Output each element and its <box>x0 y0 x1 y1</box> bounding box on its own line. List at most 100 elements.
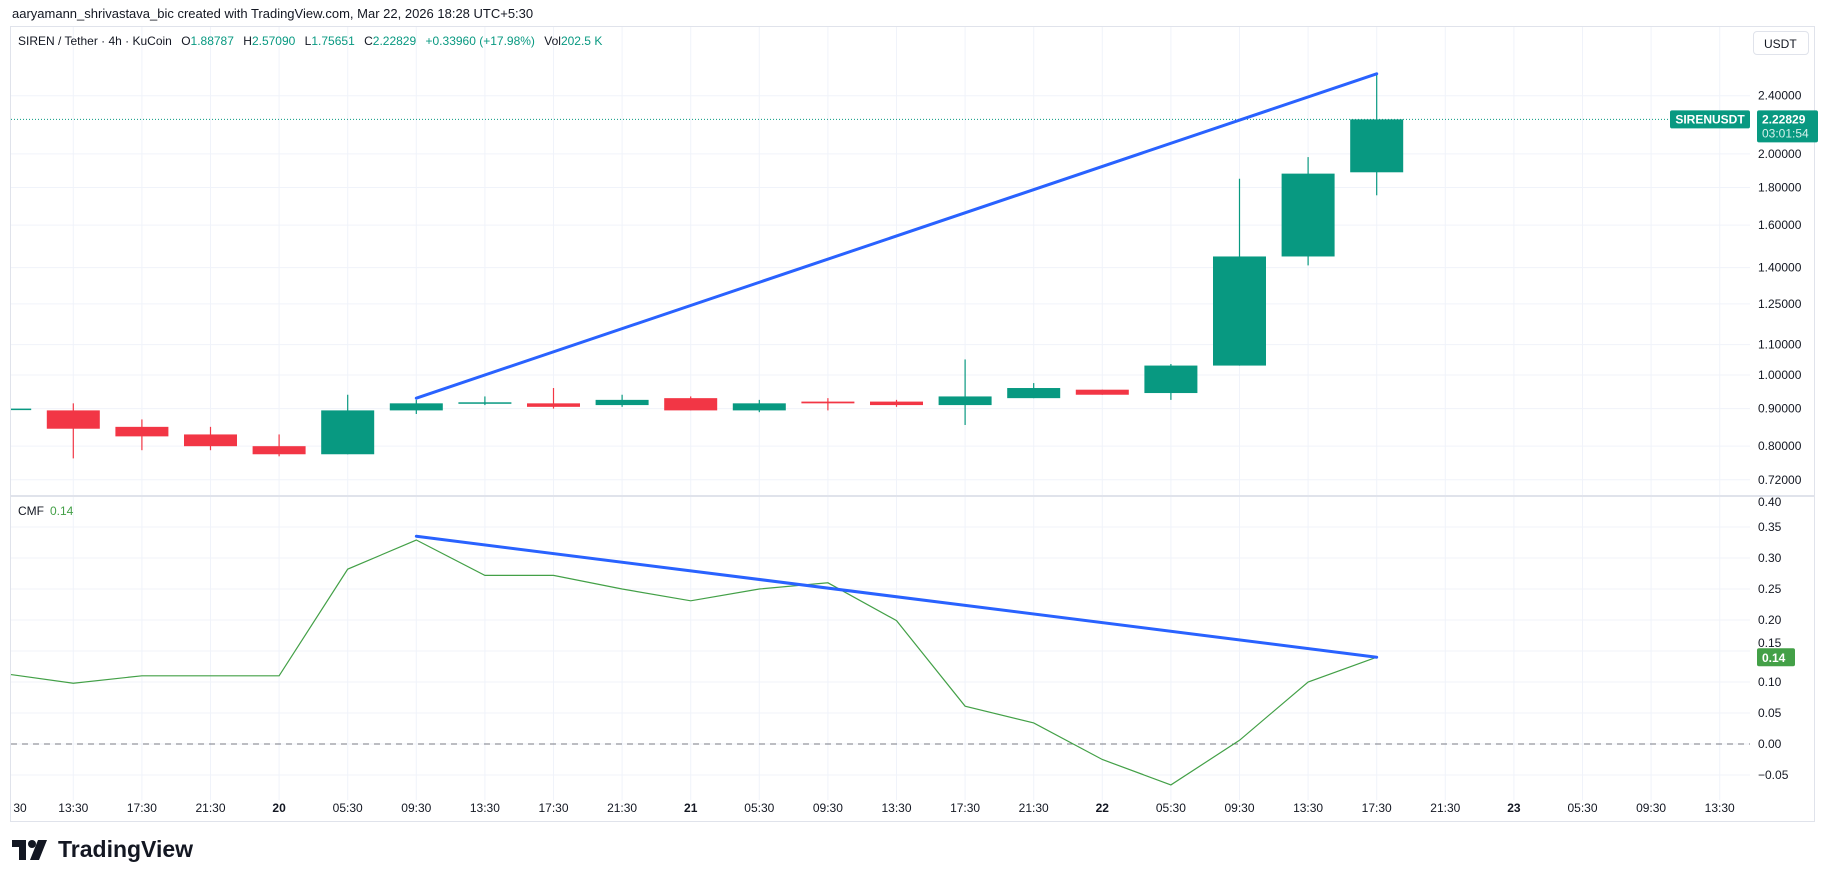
cmf-label: CMF <box>18 504 44 518</box>
price-axis-label: 1.60000 <box>1758 218 1802 232</box>
time-label: 09:30 <box>1636 801 1666 815</box>
candle <box>1007 383 1061 399</box>
symbol-tag-bg <box>1670 110 1750 129</box>
price-tag-value: 2.22829 <box>1762 112 1806 126</box>
time-label: 21:30 <box>1019 801 1049 815</box>
time-label: 05:30 <box>744 801 774 815</box>
cmf-tag-bg <box>1757 648 1795 667</box>
candle-body <box>1007 388 1061 399</box>
cmf-trendline <box>414 534 1379 659</box>
cmf-axis-label: 0.35 <box>1758 520 1782 534</box>
candle <box>1281 157 1335 266</box>
chart-frame <box>10 26 1815 822</box>
cmf-line <box>10 539 1377 786</box>
time-label: 13:30 <box>58 801 88 815</box>
candle <box>870 399 923 407</box>
candle-body <box>1144 365 1198 394</box>
candle-body <box>11 408 32 411</box>
time-label: 09:30 <box>813 801 843 815</box>
time-label: 17:30 <box>538 801 568 815</box>
logo-text: TradingView <box>58 836 194 862</box>
time-label: 13:30 <box>881 801 911 815</box>
time-label: 13:30 <box>1705 801 1735 815</box>
candle-body <box>527 403 580 407</box>
high-value: 2.57090 <box>251 34 296 48</box>
price-axis-label: 2.40000 <box>1758 89 1802 103</box>
candle <box>1350 73 1404 196</box>
candle <box>46 403 100 459</box>
time-label: 21:30 <box>1430 801 1460 815</box>
candle-body <box>458 402 512 404</box>
cmf-axis-label: 0.10 <box>1758 675 1782 689</box>
candle <box>184 426 237 451</box>
candle-body <box>1281 173 1335 257</box>
candle-body <box>664 398 718 411</box>
time-label: 13:30 <box>1293 801 1323 815</box>
candle-body <box>1350 119 1404 173</box>
symbol-legend: SIREN / Tether · 4h · KuCoin O1.88787 H2… <box>18 34 603 48</box>
candle <box>1075 389 1129 395</box>
time-label: 30 <box>13 801 27 815</box>
candle <box>664 396 718 411</box>
cmf-axis-label: 0.30 <box>1758 551 1782 565</box>
price-tag-bg <box>1757 110 1818 143</box>
symbol-title: SIREN / Tether · 4h · KuCoin <box>18 34 172 48</box>
price-axis-label: 0.72000 <box>1758 473 1802 487</box>
candle <box>595 394 649 407</box>
candle-body <box>115 426 169 437</box>
time-label: 09:30 <box>1224 801 1254 815</box>
candles <box>11 72 1404 459</box>
candle-body <box>870 401 923 406</box>
axes: 30 13:30 17:30 21:30 20 05:30 09:30 13:30 17:30 2… <box>13 89 1801 815</box>
symbol-tag: SIRENUSDT <box>1675 112 1745 126</box>
open-value: 1.88787 <box>190 34 234 48</box>
time-label: 13:30 <box>470 801 500 815</box>
price-axis-label: 0.90000 <box>1758 402 1802 416</box>
candle <box>389 399 443 414</box>
candle <box>801 398 855 411</box>
time-label: 21:30 <box>195 801 225 815</box>
price-tag-countdown: 03:01:54 <box>1762 126 1809 140</box>
time-label: 09:30 <box>401 801 431 815</box>
chart-credit: aaryamann_shrivastava_bic created with T… <box>12 6 534 21</box>
time-label: 23 <box>1507 801 1521 815</box>
candle <box>1144 364 1198 400</box>
price-axis-label: 1.25000 <box>1758 297 1802 311</box>
candle-body <box>1075 389 1129 395</box>
cmf-axis-label: 0.00 <box>1758 737 1782 751</box>
candle-body <box>732 403 786 411</box>
time-label: 05:30 <box>1156 801 1186 815</box>
cmf-tag-value: 0.14 <box>1762 651 1786 665</box>
candle <box>252 434 306 457</box>
cmf-legend[interactable]: CMF 0.14 <box>18 504 73 518</box>
candle-body <box>595 399 649 406</box>
price-axis-label: 1.80000 <box>1758 180 1802 194</box>
candle-body <box>46 410 100 429</box>
candle-body <box>801 401 855 404</box>
price-axis-label: 1.40000 <box>1758 261 1802 275</box>
tradingview-logo[interactable]: TradingView <box>12 836 193 863</box>
candle-body <box>1213 256 1266 366</box>
time-label: 17:30 <box>127 801 157 815</box>
currency-button[interactable]: USDT <box>1753 31 1809 55</box>
cmf-axis-label: 0.25 <box>1758 582 1782 596</box>
time-label: 20 <box>272 801 286 815</box>
candle <box>732 399 786 413</box>
cmf-axis-label: 0.20 <box>1758 613 1782 627</box>
candle <box>321 394 375 455</box>
cmf-pane <box>10 534 1379 786</box>
time-label: 05:30 <box>1567 801 1597 815</box>
cmf-axis-label: −0.05 <box>1758 768 1789 782</box>
price-trendline <box>414 72 1379 400</box>
cmf-axis-label: 0.15 <box>1758 636 1782 650</box>
price-axis-label: 0.80000 <box>1758 439 1802 453</box>
time-label: 05:30 <box>333 801 363 815</box>
time-label: 17:30 <box>950 801 980 815</box>
price-axis-label: 2.00000 <box>1758 147 1802 161</box>
candle <box>1213 178 1266 366</box>
cmf-value: 0.14 <box>50 504 74 518</box>
candle <box>458 396 512 406</box>
change-value: +0.33960 (+17.98%) <box>425 34 535 48</box>
